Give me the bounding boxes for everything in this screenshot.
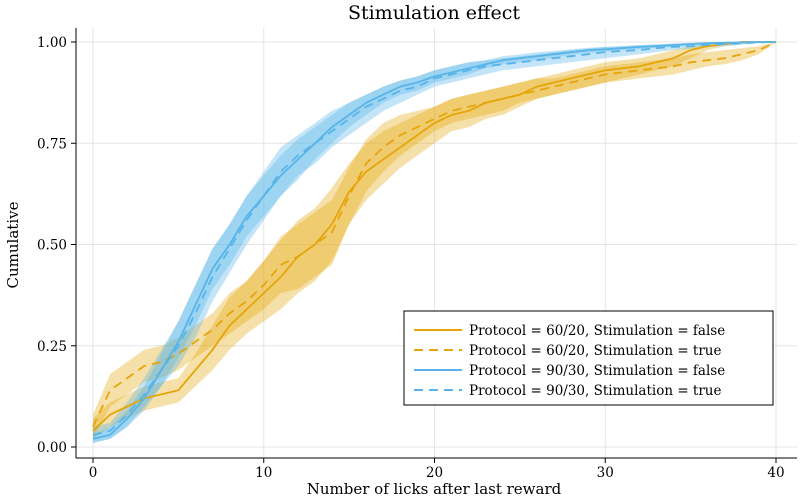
y-tick-label: 1.00 <box>37 35 67 51</box>
y-tick-label: 0.25 <box>37 339 67 355</box>
chart-title: Stimulation effect <box>348 2 520 24</box>
y-axis-label: Cumulative <box>4 201 22 288</box>
y-tick-label: 0.50 <box>37 238 67 254</box>
ci-band-protocol-90-30-stimulation-false <box>93 42 776 443</box>
legend-label: Protocol = 60/20, Stimulation = true <box>469 343 721 359</box>
series-line-protocol-60-20-stimulation-false <box>92 41 776 432</box>
confidence-bands <box>93 42 776 443</box>
grid-layer <box>76 28 797 458</box>
series-line-protocol-60-20-stimulation-true <box>92 41 777 428</box>
series-lines <box>92 41 777 440</box>
y-tick-label: 0.00 <box>37 440 67 456</box>
series-line-protocol-90-30-stimulation-true <box>92 41 777 436</box>
legend-label: Protocol = 60/20, Stimulation = false <box>469 323 725 339</box>
legend-box <box>403 310 774 406</box>
ci-band-protocol-60-20-stimulation-false <box>93 42 776 439</box>
ci-band-protocol-90-30-stimulation-true <box>93 42 776 443</box>
x-tick-label: 30 <box>597 465 614 481</box>
ci-band-protocol-60-20-stimulation-true <box>93 42 776 439</box>
legend-label: Protocol = 90/30, Stimulation = false <box>469 363 725 379</box>
tick-labels: 0 10 20 30 40 0.00 0.25 0.50 0.75 1.00 <box>37 35 785 481</box>
axes <box>71 28 797 463</box>
series-line-protocol-90-30-stimulation-false <box>92 41 776 440</box>
y-tick-label: 0.75 <box>37 136 67 152</box>
legend-label: Protocol = 90/30, Stimulation = true <box>469 383 721 399</box>
x-tick-label: 0 <box>89 465 98 481</box>
legend: Protocol = 60/20, Stimulation = false Pro… <box>403 310 774 406</box>
x-tick-label: 20 <box>426 465 443 481</box>
x-axis-label: Number of licks after last reward <box>307 480 562 498</box>
x-tick-label: 40 <box>767 465 784 481</box>
x-tick-label: 10 <box>255 465 272 481</box>
